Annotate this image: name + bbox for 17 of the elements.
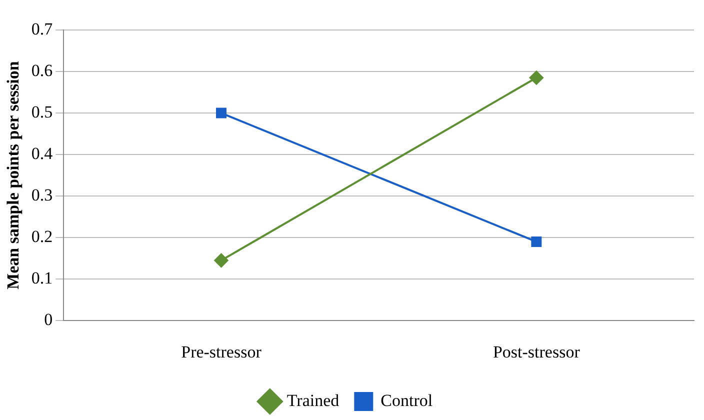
y-tick-label: 0.6: [31, 60, 53, 80]
point: [216, 108, 226, 118]
y-tick-label: 0.5: [31, 102, 53, 122]
y-axis-title: Mean sample points per session: [4, 60, 23, 290]
point: [529, 70, 544, 85]
point: [214, 253, 228, 268]
y-tick-label: 0.7: [31, 19, 54, 38]
x-tick-label: Post-stressor: [492, 342, 580, 362]
legend-label: Control: [380, 390, 433, 410]
y-tick-label: 0: [44, 310, 53, 330]
y-tick-label: 0.2: [31, 227, 53, 246]
legend-label: Trained: [286, 390, 340, 410]
y-tick-label: 0.3: [31, 186, 53, 205]
y-tick-label: 0.4: [31, 144, 54, 164]
x-tick-label: Pre-stressor: [181, 342, 262, 362]
point: [531, 236, 542, 247]
y-tick-label: 0.1: [31, 268, 53, 288]
